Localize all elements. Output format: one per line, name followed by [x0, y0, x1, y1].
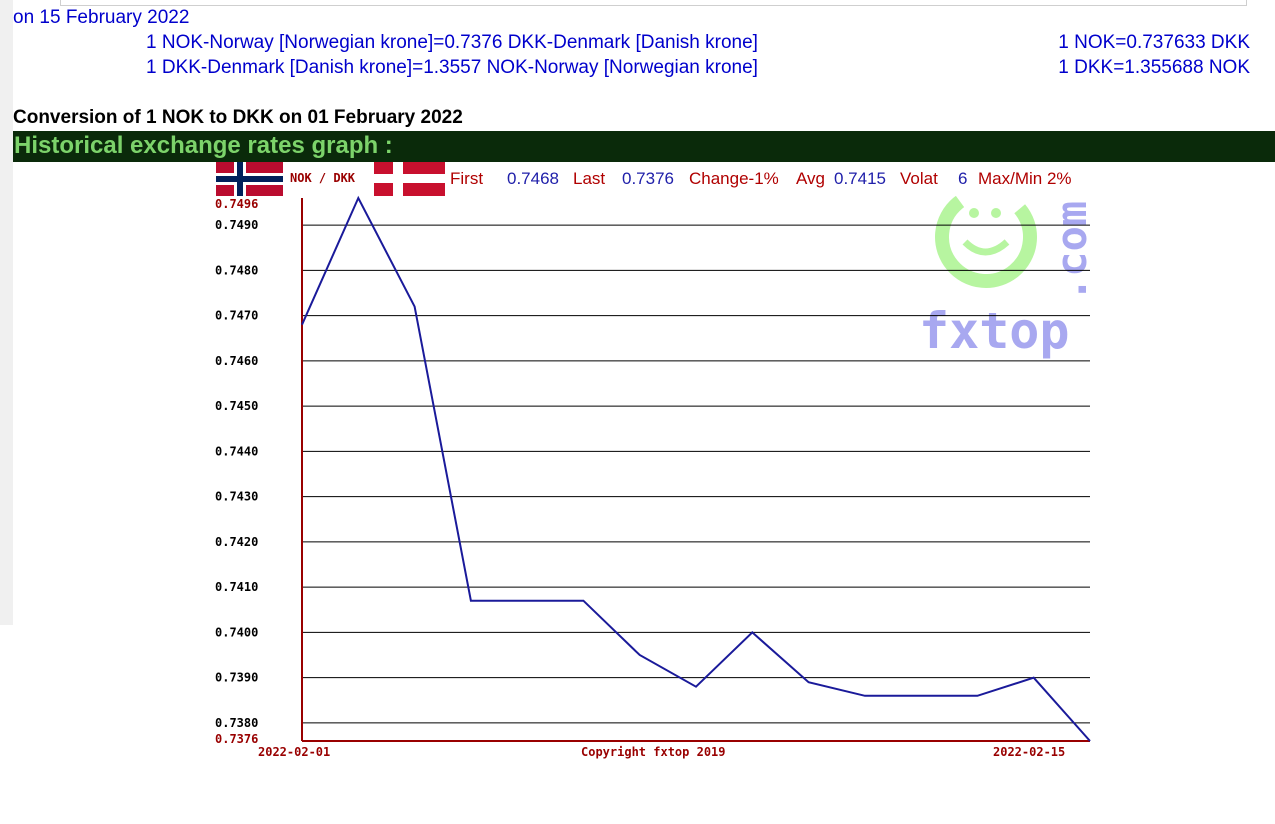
y-axis-ticks: 0.7380 0.7390 0.7400 0.7410 0.7420 0.7430 0.74…: [215, 197, 258, 746]
y-extreme-max: 0.7496: [215, 197, 258, 211]
legend-maxmin-label: Max/Min 2%: [978, 169, 1072, 188]
legend-avg-value: 0.7415: [834, 169, 886, 188]
conversion-line-nok-dkk[interactable]: 1 NOK-Norway [Norwegian krone]=0.7376 DK…: [146, 32, 758, 53]
rate-line-nok: 1 NOK=0.737633 DKK: [1058, 32, 1250, 53]
y-tick-label: 0.7460: [215, 354, 258, 368]
y-tick-label: 0.7440: [215, 444, 258, 458]
copyright-text: Copyright fxtop 2019: [581, 745, 726, 759]
history-header-bar: Historical exchange rates graph :: [13, 131, 1275, 162]
fxtop-watermark: fxtop .com: [919, 185, 1093, 360]
legend-last-value: 0.7376: [622, 169, 674, 188]
data-point: [919, 694, 923, 698]
data-point: [863, 694, 867, 698]
conversion-line-dkk-nok[interactable]: 1 DKK-Denmark [Danish krone]=1.3557 NOK-…: [146, 57, 758, 78]
legend-last-label: Last: [573, 169, 605, 188]
y-tick-label: 0.7420: [215, 535, 258, 549]
y-extreme-min: 0.7376: [215, 732, 258, 746]
norway-flag-icon: [216, 162, 283, 196]
history-title: Historical exchange rates graph :: [14, 132, 393, 159]
data-point: [975, 694, 979, 698]
legend-first-value: 0.7468: [507, 169, 559, 188]
data-point: [694, 685, 698, 689]
series-line: [301, 195, 1091, 742]
data-point: [413, 305, 417, 309]
data-point: [356, 196, 360, 200]
y-tick-label: 0.7410: [215, 580, 258, 594]
y-tick-label: 0.7430: [215, 490, 258, 504]
y-tick-label: 0.7470: [215, 309, 258, 323]
watermark-suffix: .com: [1047, 201, 1093, 302]
legend-avg-label: Avg: [796, 169, 825, 188]
rate-line-dkk: 1 DKK=1.355688 NOK: [1058, 57, 1250, 78]
conversion-title: Conversion of 1 NOK to DKK on 01 Februar…: [13, 107, 463, 128]
grid-lines: [302, 224, 1090, 724]
exchange-rate-chart[interactable]: fxtop .com NOK / DKK First 0.7468 Last 0…: [213, 162, 1093, 762]
legend-first-label: First: [450, 169, 483, 188]
legend: NOK / DKK First 0.7468 Last 0.7376 Chang…: [216, 162, 1072, 196]
data-point: [807, 680, 811, 684]
data-point: [1032, 676, 1036, 680]
data-point: [581, 599, 585, 603]
data-point: [300, 323, 304, 327]
y-tick-label: 0.7480: [215, 263, 258, 277]
x-label-end: 2022-02-15: [993, 745, 1065, 759]
y-tick-label: 0.7380: [215, 716, 258, 730]
legend-volat-value: 6: [958, 169, 967, 188]
data-point: [1088, 739, 1092, 743]
data-point: [750, 630, 754, 634]
y-tick-label: 0.7450: [215, 399, 258, 413]
data-point: [469, 599, 473, 603]
denmark-flag-icon: [374, 162, 445, 196]
left-margin-strip: [0, 0, 13, 625]
legend-change-label: Change-1%: [689, 169, 779, 188]
watermark-brand: fxtop: [919, 302, 1070, 360]
series-line-group: [300, 195, 1092, 743]
rate-date: on 15 February 2022: [13, 7, 190, 28]
legend-volat-label: Volat: [900, 169, 938, 188]
top-box-edge: [60, 0, 1247, 6]
data-point: [638, 653, 642, 657]
data-point: [525, 599, 529, 603]
y-tick-label: 0.7400: [215, 625, 258, 639]
y-tick-label: 0.7490: [215, 218, 258, 232]
legend-pair: NOK / DKK: [290, 171, 356, 185]
x-label-start: 2022-02-01: [258, 745, 330, 759]
y-tick-label: 0.7390: [215, 671, 258, 685]
